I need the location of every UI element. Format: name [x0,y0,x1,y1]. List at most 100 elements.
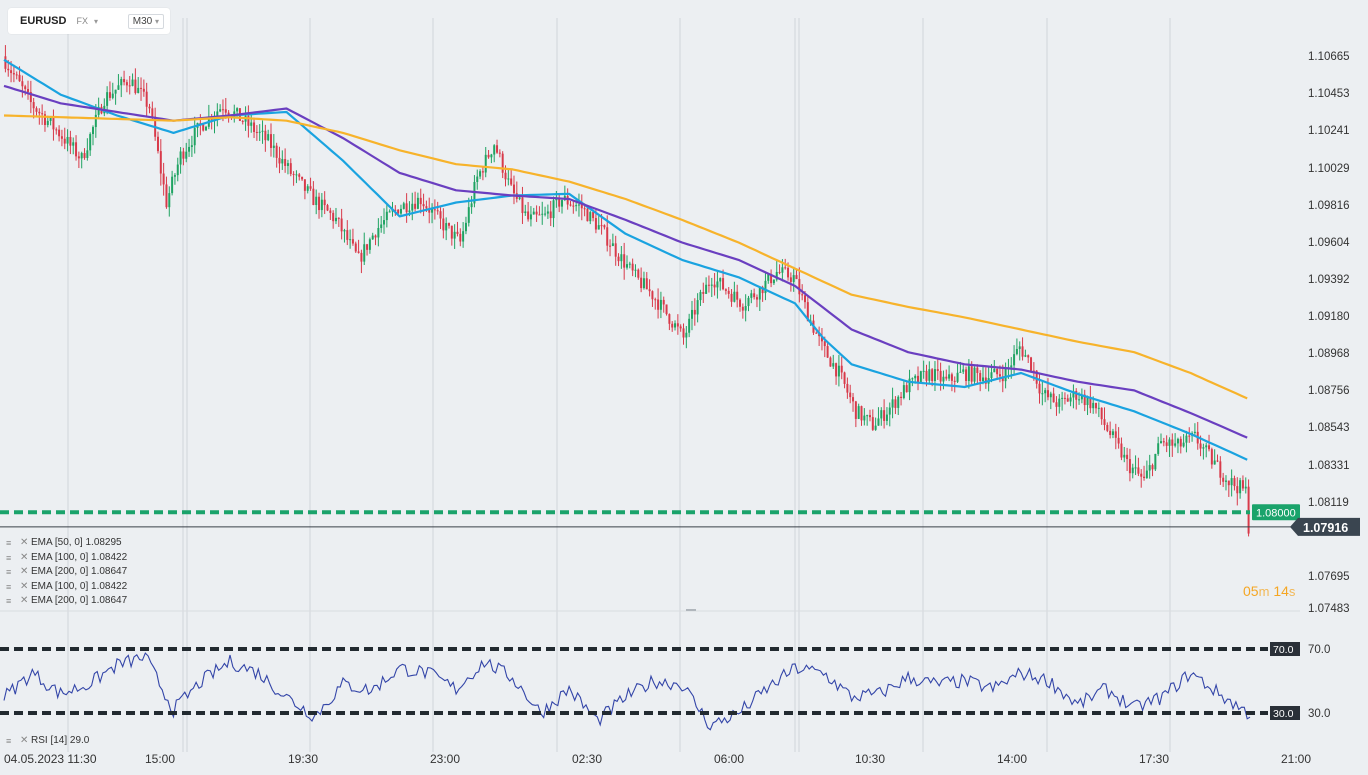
candle-body [676,323,679,327]
time-tick-label: 10:30 [855,752,885,766]
close-icon[interactable]: ✕ [20,735,29,746]
candle-body [609,245,612,247]
settings-icon[interactable]: ≡ [6,581,12,592]
candle-body [1199,443,1202,449]
candle-body [1123,454,1126,458]
candle-body [634,269,637,271]
candle-body [459,233,462,242]
candle-body [1061,397,1064,399]
candle-body [919,371,922,383]
candle-body [1148,465,1151,471]
settings-icon[interactable]: ≡ [6,552,12,563]
candle-body [826,346,829,358]
candle-body [221,109,224,111]
candle-body [707,284,710,286]
timeframe-selector[interactable]: M30 ▾ [127,13,164,29]
candle-body [301,176,304,180]
rsi-level-tag [1270,642,1300,656]
candle-body [959,371,962,373]
candle-body [399,208,402,214]
candle-body [781,267,784,273]
candle-body [970,366,973,382]
price-tick-label: 1.09604 [1308,237,1350,249]
symbol-selector[interactable]: EURUSD FX ▾ M30 ▾ [8,8,170,34]
close-icon[interactable]: ✕ [20,580,29,592]
candle-body [289,163,292,174]
candle-body [1171,439,1174,446]
candle-body [190,145,193,147]
candle-body [1080,394,1083,400]
candle-body [255,131,258,133]
candle-body [493,145,496,155]
candle-body [408,210,411,213]
candle-body [512,184,515,194]
candle-body [674,323,677,328]
chevron-down-icon[interactable]: ▾ [93,16,98,26]
candle-body [806,302,809,322]
candle-body [306,186,309,191]
candle-body [453,231,456,239]
candle-body [346,230,349,240]
time-tick-label: 21:00 [1281,752,1311,766]
candle-body [843,372,846,384]
candle-body [117,85,120,90]
candle-body [804,295,806,303]
candle-body [227,112,230,116]
settings-icon[interactable]: ≡ [6,538,12,548]
candle-body [939,370,942,382]
candle-body [312,188,315,206]
candle-body [877,418,880,426]
close-icon[interactable]: ✕ [20,537,29,548]
time-tick-label: 06:00 [714,752,744,766]
close-icon[interactable]: ✕ [20,551,29,563]
candle-body [671,323,674,328]
candle-body [1092,402,1095,409]
legend-row: ≡ ✕ EMA [100, 0] 1.08422 [6,580,127,595]
candle-body [1030,357,1033,371]
candle-body [140,87,143,89]
candle-body [880,410,883,419]
candle-body [597,225,600,230]
candle-body [137,87,140,93]
candle-body [942,376,945,382]
settings-icon[interactable]: ≡ [6,567,12,577]
candle-body [982,377,984,381]
candle-body [883,410,886,421]
candle-body [120,79,123,86]
candle-body [823,341,826,347]
candle-body [171,176,174,194]
candle-body [43,114,46,125]
candle-body [724,289,727,291]
candle-body [772,279,775,284]
candle-body [1041,393,1044,395]
candle-body [866,415,869,417]
candle-body [690,309,693,319]
candle-body [1179,438,1182,447]
candle-body [63,138,66,144]
candle-body [1188,435,1191,437]
close-icon[interactable]: ✕ [20,566,29,577]
settings-icon[interactable]: ≡ [6,736,12,746]
candle-body [1117,437,1120,444]
candle-body [55,129,58,131]
candle-body [1114,431,1117,438]
candle-body [1103,419,1106,425]
candle-body [741,306,744,311]
candle-body [1224,480,1227,482]
candle-body [106,92,109,106]
price-tick-label: 1.10453 [1308,88,1350,100]
price-tick-label: 1.09816 [1308,200,1350,212]
candle-body [617,256,620,262]
candle-body [651,291,654,300]
candle-body [606,227,609,246]
rsi-axis-label: 30.0 [1308,708,1330,720]
candle-body [38,111,41,114]
candle-body [837,365,840,377]
candle-body [134,79,137,93]
settings-icon[interactable]: ≡ [6,596,12,606]
candle-body [642,278,645,289]
candle-body [1154,453,1157,470]
close-icon[interactable]: ✕ [20,595,29,606]
candle-body [250,122,253,126]
